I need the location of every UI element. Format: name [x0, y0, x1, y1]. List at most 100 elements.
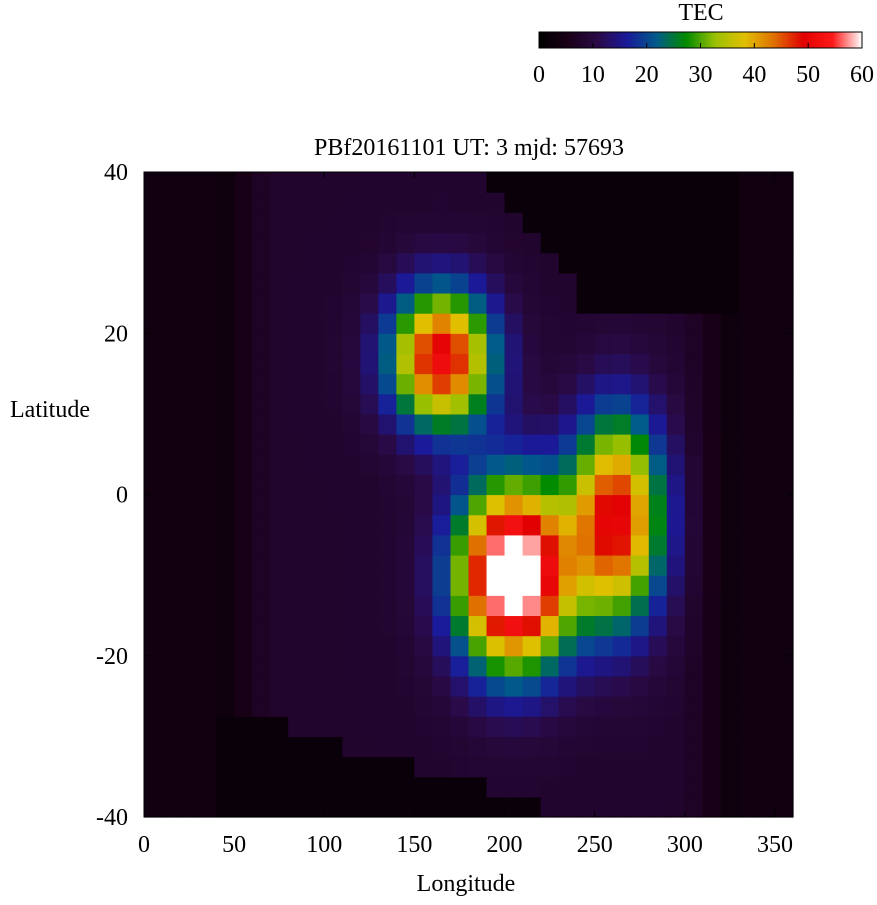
heatmap-cell [162, 514, 181, 536]
heatmap-cell [252, 434, 271, 455]
heatmap-cell [774, 534, 794, 556]
heatmap-cell [270, 434, 289, 455]
heatmap-cell [648, 575, 668, 596]
heatmap-cell [450, 494, 470, 516]
heatmap-cell [450, 675, 470, 697]
heatmap-cell [486, 655, 506, 677]
heatmap-cell [774, 615, 794, 637]
heatmap-cell [270, 595, 289, 617]
heatmap-cell [540, 595, 560, 617]
heatmap-cell [720, 373, 740, 395]
heatmap-cell [288, 353, 307, 375]
heatmap-cell [612, 716, 632, 737]
heatmap-cell [576, 534, 596, 556]
heatmap-cell [324, 333, 343, 355]
heatmap-cell [738, 494, 758, 516]
heatmap-cell [486, 313, 506, 334]
heatmap-cell [630, 655, 650, 677]
heatmap-cell [720, 595, 740, 617]
heatmap-cell [720, 292, 740, 314]
heatmap-cell [360, 252, 379, 274]
heatmap-cell [774, 554, 794, 576]
heatmap-cell [414, 534, 434, 556]
heatmap-cell [558, 474, 578, 496]
heatmap-cell [198, 675, 217, 697]
heatmap-cell [468, 675, 488, 697]
heatmap-cell [666, 292, 686, 314]
heatmap-cell [522, 232, 542, 254]
heatmap-cell [198, 212, 217, 234]
heatmap-cell [306, 292, 325, 314]
heatmap-cell [360, 796, 379, 818]
heatmap-cell [288, 454, 307, 475]
heatmap-cell [432, 353, 452, 375]
heatmap-cell [288, 756, 307, 778]
heatmap-cell [468, 393, 488, 415]
heatmap-cell [666, 272, 686, 294]
heatmap-cell [360, 736, 379, 758]
heatmap-cell [252, 655, 271, 677]
heatmap-cell [738, 252, 758, 274]
heatmap-cell [144, 736, 163, 758]
heatmap-cell [144, 796, 163, 818]
heatmap-cell [414, 796, 434, 818]
heatmap-cell [324, 716, 343, 737]
heatmap-cell [450, 192, 470, 213]
heatmap-cell [450, 353, 470, 375]
heatmap-cell [162, 675, 181, 697]
heatmap-cell [684, 675, 704, 697]
heatmap-cell [162, 756, 181, 778]
heatmap-cell [414, 172, 434, 193]
heatmap-cell [378, 292, 397, 314]
heatmap-cell [630, 292, 650, 314]
heatmap-cell [702, 736, 722, 758]
heatmap-cell [612, 252, 632, 274]
heatmap-cell [378, 756, 397, 778]
heatmap-cell [486, 252, 506, 274]
heatmap-cell [522, 292, 542, 314]
heatmap-cell [396, 252, 416, 274]
heatmap-cell [468, 776, 488, 798]
heatmap-cell [558, 534, 578, 556]
heatmap-cell [630, 192, 650, 213]
heatmap-cell [378, 736, 397, 758]
heatmap-cell [630, 172, 650, 193]
heatmap-cell [684, 696, 704, 717]
heatmap-cell [576, 333, 596, 355]
heatmap-cell [774, 474, 794, 496]
x-tick-label: 350 [757, 832, 793, 858]
heatmap-cell [540, 534, 560, 556]
heatmap-cell [270, 514, 289, 536]
heatmap-cell [720, 272, 740, 294]
heatmap-cell [774, 494, 794, 516]
heatmap-cell [432, 474, 452, 496]
heatmap-cell [180, 413, 199, 435]
heatmap-cell [306, 494, 325, 516]
heatmap-cell [396, 696, 416, 717]
heatmap-cell [270, 696, 289, 717]
heatmap-cell [216, 595, 235, 617]
heatmap-cell [612, 736, 632, 758]
heatmap-cell [738, 313, 758, 334]
heatmap-cell [396, 635, 416, 657]
heatmap-cell [324, 635, 343, 657]
heatmap-cell [468, 716, 488, 737]
heatmap-cell [324, 554, 343, 576]
heatmap-cell [450, 313, 470, 334]
heatmap-cell [414, 373, 434, 395]
heatmap-cell [774, 232, 794, 254]
heatmap-cell [702, 313, 722, 334]
heatmap-cell [504, 595, 524, 617]
heatmap-cell [540, 252, 560, 274]
heatmap-cell [342, 373, 361, 395]
heatmap-cell [684, 393, 704, 415]
heatmap-cell [702, 353, 722, 375]
heatmap-cell [630, 736, 650, 758]
heatmap-cell [306, 434, 325, 455]
heatmap-cell [648, 736, 668, 758]
heatmap-cell [432, 554, 452, 576]
heatmap-cell [288, 514, 307, 536]
heatmap-cell [414, 615, 434, 637]
heatmap-cell [684, 756, 704, 778]
heatmap-cell [450, 272, 470, 294]
